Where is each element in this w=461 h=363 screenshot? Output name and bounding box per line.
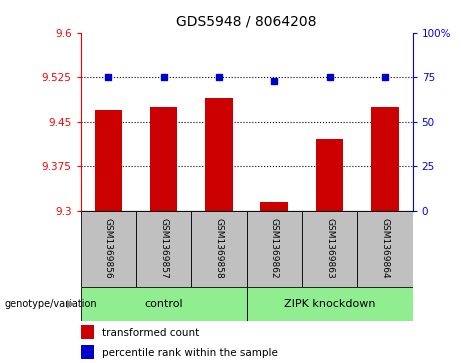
Bar [371, 107, 399, 211]
Text: genotype/variation: genotype/variation [5, 299, 97, 309]
Bar [316, 139, 343, 211]
Text: GSM1369862: GSM1369862 [270, 218, 279, 279]
Bar [302, 211, 357, 287]
Text: ▶: ▶ [67, 299, 76, 309]
Bar [81, 325, 94, 339]
Text: control: control [144, 299, 183, 309]
Bar [205, 98, 233, 211]
Text: GSM1369856: GSM1369856 [104, 218, 113, 279]
Text: transformed count: transformed count [102, 328, 200, 338]
Text: GSM1369863: GSM1369863 [325, 218, 334, 279]
Text: GSM1369857: GSM1369857 [159, 218, 168, 279]
Bar [247, 211, 302, 287]
Bar [357, 211, 413, 287]
Bar [95, 110, 122, 211]
Bar [260, 201, 288, 211]
Text: GSM1369864: GSM1369864 [380, 218, 390, 279]
Bar [81, 346, 94, 359]
Bar [191, 211, 247, 287]
Text: percentile rank within the sample: percentile rank within the sample [102, 347, 278, 358]
Bar [81, 211, 136, 287]
Text: ZIPK knockdown: ZIPK knockdown [284, 299, 375, 309]
Bar [136, 211, 191, 287]
Text: GSM1369858: GSM1369858 [214, 218, 224, 279]
Bar [150, 107, 177, 211]
Bar [247, 287, 413, 321]
Bar [81, 287, 247, 321]
Title: GDS5948 / 8064208: GDS5948 / 8064208 [177, 15, 317, 29]
